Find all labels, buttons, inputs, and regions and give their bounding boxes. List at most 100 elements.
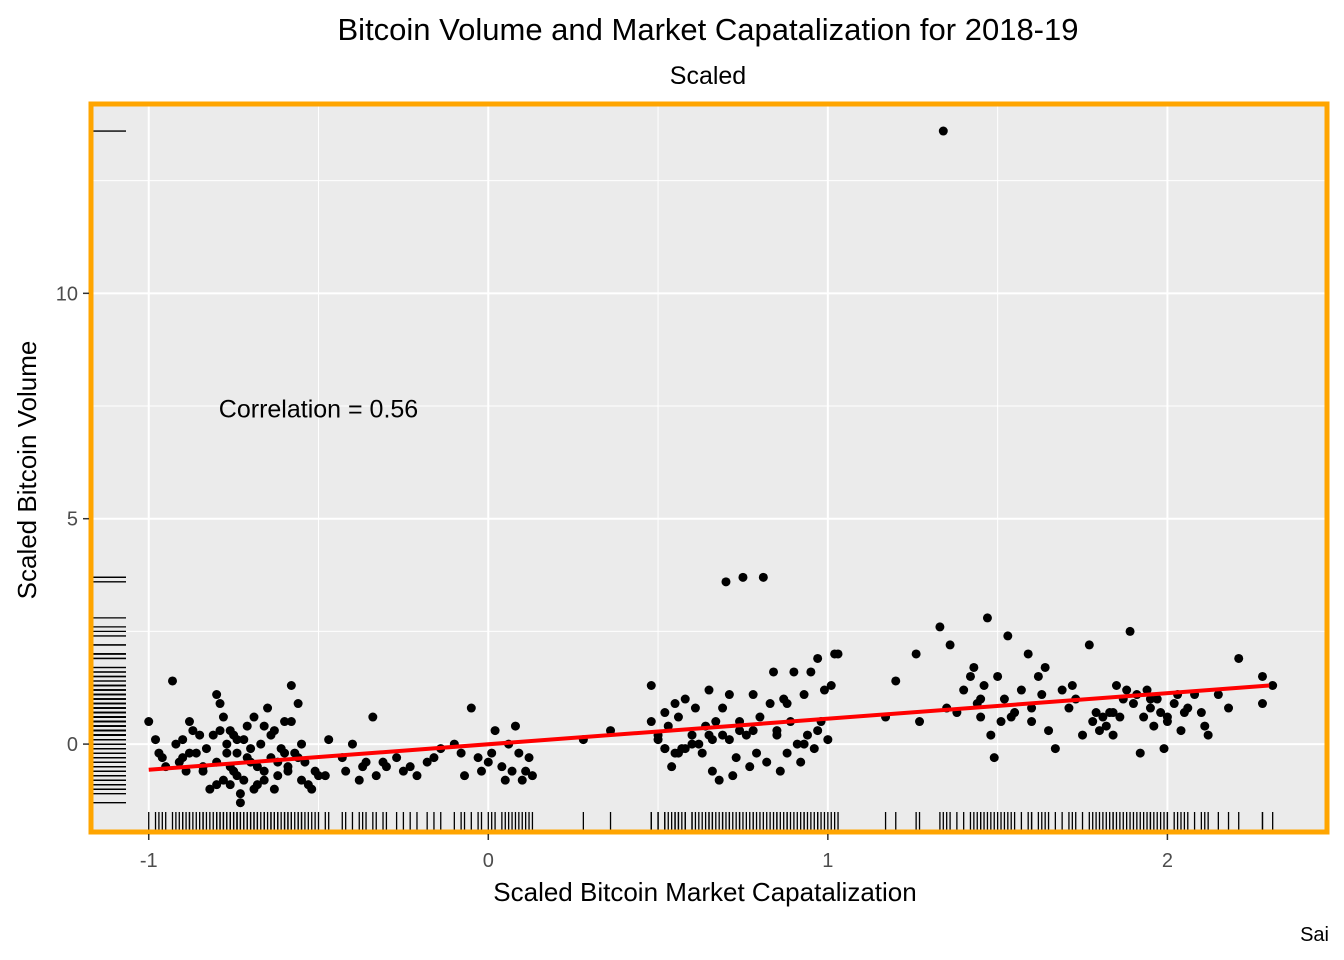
data-point [239, 735, 249, 745]
data-point [999, 694, 1009, 704]
data-point [1169, 699, 1179, 709]
data-point [833, 649, 843, 659]
data-point [762, 757, 772, 767]
data-point [653, 735, 663, 745]
data-point [809, 744, 819, 754]
data-point [765, 699, 775, 709]
data-point [178, 735, 188, 745]
data-point [225, 780, 235, 790]
data-point [307, 784, 317, 794]
data-point [826, 680, 836, 690]
data-point [935, 622, 945, 632]
data-point [1010, 708, 1020, 718]
y-axis-ticks: 0 5 10 [56, 283, 89, 756]
data-point [249, 784, 259, 794]
data-point [738, 572, 748, 582]
x-tick-label: -1 [140, 850, 158, 872]
data-point [524, 753, 534, 763]
plot-panel [91, 104, 1327, 832]
data-point [235, 789, 245, 799]
data-point [755, 712, 765, 722]
data-point [1098, 712, 1108, 722]
data-point [1115, 712, 1125, 722]
data-point [232, 748, 242, 758]
chart-title: Bitcoin Volume and Market Capatalization… [338, 12, 1079, 47]
data-point [456, 748, 466, 758]
data-point [1203, 730, 1213, 740]
data-point [242, 721, 252, 731]
data-point [1268, 680, 1278, 690]
x-axis-title: Scaled Bitcoin Market Capatalization [493, 877, 916, 907]
data-point [663, 721, 673, 731]
data-point [283, 766, 293, 776]
data-point [249, 712, 259, 722]
data-point [527, 771, 537, 781]
data-point [823, 735, 833, 745]
data-point [507, 766, 517, 776]
data-point [799, 690, 809, 700]
data-point [1064, 703, 1074, 713]
data-point [297, 775, 307, 785]
data-point [361, 757, 371, 767]
data-point [314, 771, 324, 781]
data-point [151, 735, 161, 745]
data-point [212, 690, 222, 700]
data-point [171, 739, 181, 749]
data-point [341, 766, 351, 776]
data-point [792, 739, 802, 749]
data-point [911, 649, 921, 659]
x-tick-label: 2 [1162, 850, 1173, 872]
data-point [687, 730, 697, 740]
data-point [775, 766, 785, 776]
data-point [1162, 712, 1172, 722]
data-point [347, 739, 357, 749]
data-point [1145, 703, 1155, 713]
data-point [976, 694, 986, 704]
data-point [510, 721, 520, 731]
data-point [646, 680, 656, 690]
data-point [460, 771, 470, 781]
regression-line [148, 683, 1270, 772]
x-axis-ticks: -1 0 1 2 [140, 834, 1173, 872]
data-point [1152, 694, 1162, 704]
data-point [280, 748, 290, 758]
data-point [806, 667, 816, 677]
data-point [422, 757, 432, 767]
data-point [521, 766, 531, 776]
data-point [1125, 626, 1135, 636]
y-tick-label: 10 [56, 283, 78, 305]
data-point [1101, 721, 1111, 731]
grid-major [91, 104, 1327, 832]
data-point [205, 784, 215, 794]
data-point [982, 613, 992, 623]
rug-y [91, 130, 126, 804]
data-point [405, 762, 415, 772]
data-point [1159, 744, 1169, 754]
data-point [697, 748, 707, 758]
data-point [368, 712, 378, 722]
data-point [813, 653, 823, 663]
data-point [1257, 699, 1267, 709]
rug-x [148, 812, 1274, 832]
data-point [748, 690, 758, 700]
data-point [779, 694, 789, 704]
data-point [500, 775, 510, 785]
data-point [487, 748, 497, 758]
data-point [728, 771, 738, 781]
data-point [758, 572, 768, 582]
data-point [191, 748, 201, 758]
data-point [819, 685, 829, 695]
data-point [266, 730, 276, 740]
data-point [993, 671, 1003, 681]
data-point [667, 762, 677, 772]
data-point [704, 685, 714, 695]
data-point [184, 717, 194, 727]
data-point [483, 757, 493, 767]
data-point [670, 699, 680, 709]
data-point [1050, 744, 1060, 754]
data-point [813, 726, 823, 736]
data-point [1183, 703, 1193, 713]
data-point [473, 753, 483, 763]
data-point [1142, 685, 1152, 695]
